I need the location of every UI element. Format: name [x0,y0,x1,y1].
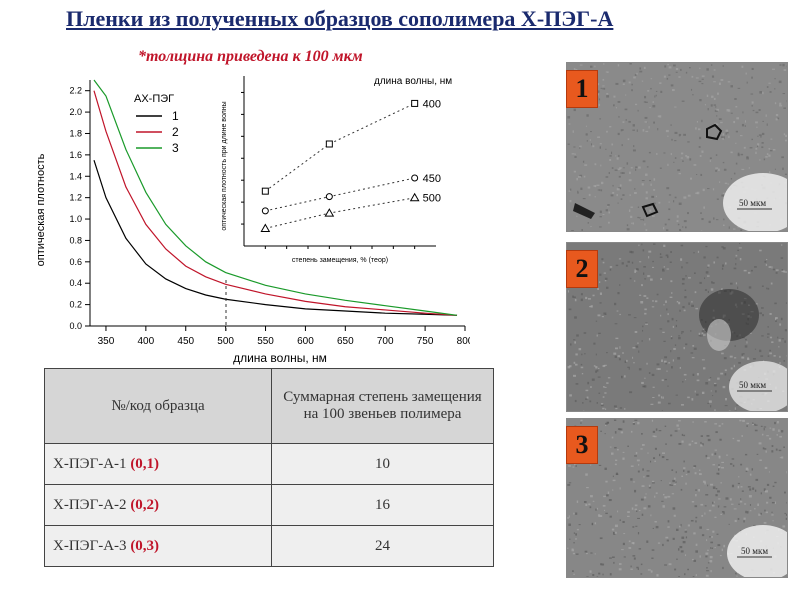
micrograph-3: 50 мкм [566,418,788,578]
inset-series-label: 450 [423,173,441,185]
micrograph-badge-3: 3 [566,426,598,464]
x-tick-label: 550 [257,336,274,347]
legend-label: 2 [172,125,179,139]
main-x-label: длина волны, нм [233,351,327,365]
inset-point [324,208,335,217]
inset-chart: 400 450 500 длина волны, нм степень замеще… [221,76,452,264]
x-tick-label: 700 [377,336,394,347]
header-degree: Суммарная степень замещения на 100 звень… [271,368,494,444]
inset-x-label: степень замещения, % (теор) [292,257,388,264]
y-tick-label: 1.4 [69,171,82,181]
sample-code: Х-ПЭГ-А-3 [53,537,127,554]
scale-bar-label: 50 мкм [739,198,766,208]
series-line-1 [93,160,458,316]
sample-ratio: (0,3) [130,537,160,554]
micrograph-2: 50 мкм [566,242,788,412]
sample-ratio: (0,1) [130,455,160,472]
y-tick-label: 1.0 [69,214,82,224]
header-code: №/код образца [44,368,272,444]
x-tick-label: 750 [417,336,434,347]
micrograph-badge-1: 1 [566,70,598,108]
y-tick-label: 1.6 [69,150,82,160]
legend-label: 1 [172,109,179,123]
main-y-label: оптическая плотность [35,153,47,266]
inset-point [411,99,419,107]
inset-trend-500 [265,197,415,229]
table-row: Х-ПЭГ-А-3 (0,3) 24 [44,525,494,567]
inset-point [261,207,269,215]
legend: 1 2 3 [136,109,179,155]
inset-point [411,174,419,182]
inset-y-label: оптическая плотность при длине волны [221,101,228,230]
inset-series-label: 400 [423,98,441,110]
inset-series-label: 500 [423,193,441,205]
legend-label: 3 [172,141,179,155]
page-subtitle: *толщина приведена к 100 мкм [138,48,363,65]
micrograph-1: 50 мкм [566,62,788,232]
y-tick-label: 0.4 [69,278,82,288]
inset-trend-400 [265,102,415,192]
y-tick-label: 0.8 [69,235,82,245]
y-tick-label: 0.2 [69,300,82,310]
row-code-cell: Х-ПЭГ-А-3 (0,3) [44,525,272,567]
x-tick-label: 350 [98,336,115,347]
y-tick-label: 0.6 [69,257,82,267]
table-header-row: №/код образца Суммарная степень замещени… [44,368,494,444]
micrograph-badge-2: 2 [566,250,598,288]
y-tick-label: 2.0 [69,107,82,117]
inset-point [325,193,333,201]
scale-bar-label: 50 мкм [739,380,766,390]
table-row: Х-ПЭГ-А-1 (0,1) 10 [44,443,494,485]
inset-point [409,192,420,202]
x-tick-label: 500 [217,336,234,347]
x-tick-label: 650 [337,336,354,347]
x-tick-label: 600 [297,336,314,347]
inset-point [260,223,271,232]
scale-bar-label: 50 мкм [741,546,768,556]
x-tick-label: 800 [457,336,470,347]
samples-table: №/код образца Суммарная степень замещени… [44,368,494,567]
y-tick-label: 1.2 [69,193,82,203]
series-line-3 [93,79,458,316]
sample-ratio: (0,2) [130,496,160,513]
row-code-cell: Х-ПЭГ-А-2 (0,2) [44,484,272,526]
y-tick-label: 1.8 [69,128,82,138]
sample-code: Х-ПЭГ-А-1 [53,455,127,472]
y-tick-label: 0.0 [69,321,82,331]
inset-trend-450 [265,177,415,212]
inset-point [261,187,269,195]
inset-legend-title: длина волны, нм [374,76,452,87]
page-title: Пленки из полученных образцов сополимера… [66,6,614,31]
row-code-cell: Х-ПЭГ-А-1 (0,1) [44,443,272,485]
x-tick-label: 400 [138,336,155,347]
series-line-2 [93,90,458,316]
row-value: 16 [271,484,494,526]
y-tick-label: 2.2 [69,86,82,96]
row-value: 10 [271,443,494,485]
inset-point [325,140,333,148]
sample-code: Х-ПЭГ-А-2 [53,496,127,513]
table-row: Х-ПЭГ-А-2 (0,2) 16 [44,484,494,526]
row-value: 24 [271,525,494,567]
x-tick-label: 450 [177,336,194,347]
legend-title: АХ-ПЭГ [134,93,174,105]
absorbance-chart: 350 400 450 500 550 600 650 700 750 800 0.0 0.2 0.4 0… [35,76,470,365]
